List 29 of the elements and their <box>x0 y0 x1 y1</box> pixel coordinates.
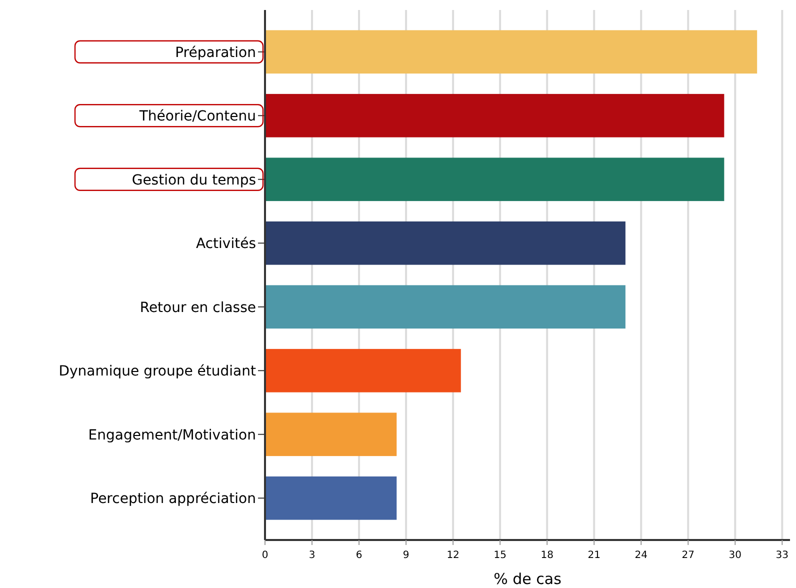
y-tick-label: Préparation <box>175 44 256 61</box>
x-tick-label: 27 <box>682 550 694 561</box>
y-tick-label: Activités <box>196 236 256 252</box>
bar <box>265 348 461 392</box>
x-tick-label: 30 <box>728 550 742 561</box>
y-tick-label: Perception appréciation <box>90 491 256 508</box>
x-tick-label: 9 <box>402 550 410 561</box>
x-tick-label: 0 <box>262 550 268 561</box>
x-tick-label: 24 <box>634 550 648 561</box>
x-tick-label: 33 <box>776 550 789 561</box>
y-tick-label: Gestion du temps <box>132 172 256 188</box>
bar <box>265 476 397 520</box>
bar <box>265 30 758 74</box>
x-tick-label: 21 <box>588 550 600 561</box>
x-tick-label: 6 <box>356 550 362 561</box>
y-tick-label: Retour en classe <box>140 300 256 316</box>
y-tick-label: Dynamique groupe étudiant <box>58 364 256 380</box>
y-tick-label: Théorie/Contenu <box>138 108 256 125</box>
bar <box>265 412 397 456</box>
x-tick-label: 12 <box>446 550 460 561</box>
x-tick-label: 18 <box>540 550 554 561</box>
bar <box>265 285 626 329</box>
y-tick-label: Engagement/Motivation <box>88 427 256 444</box>
bar <box>265 94 724 138</box>
bar <box>265 221 626 265</box>
bar <box>265 158 724 202</box>
x-tick-label: 15 <box>494 550 506 561</box>
x-tick-label: 3 <box>308 550 316 561</box>
x-axis-title: % de cas <box>494 570 562 588</box>
